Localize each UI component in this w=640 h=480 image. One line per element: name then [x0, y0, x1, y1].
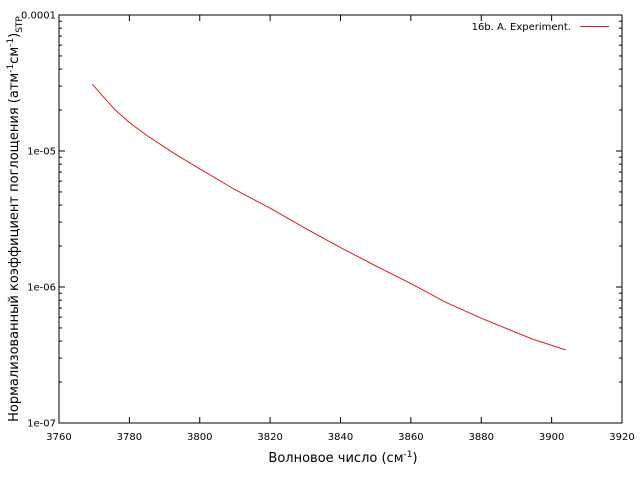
x-tick-label: 3920 [609, 432, 634, 443]
x-tick-label: 3860 [398, 432, 423, 443]
y-axis-title-superscript-2: -1 [6, 38, 16, 47]
series-line [92, 83, 566, 351]
x-tick-label: 3760 [46, 432, 71, 443]
y-axis-title-subscript: STP [15, 16, 25, 33]
y-axis-title: Нормализованный коэффициент поглощения (… [6, 16, 25, 422]
tick-labels-layer: 3760 3780 3800 3820 3840 3860 3880 3900 3920 1e-0… [21, 11, 635, 444]
plot-frame [58, 14, 623, 424]
legend-label: 16b. A. Experiment. [472, 22, 571, 33]
x-axis-title: Волновое число (см-1) [268, 450, 417, 466]
x-tick-label: 3800 [187, 432, 212, 443]
x-tick-label: 3900 [539, 432, 564, 443]
y-axis-title-superscript-1: -1 [6, 64, 16, 73]
y-tick-label: 1e-07 [27, 419, 56, 430]
x-tick-label: 3820 [257, 432, 282, 443]
series-layer [92, 83, 566, 351]
x-axis-title-superscript: -1 [404, 450, 413, 460]
legend: 16b. A. Experiment. [472, 22, 609, 33]
y-tick-label: 0.0001 [21, 11, 56, 22]
x-tick-label: 3840 [328, 432, 353, 443]
y-tick-label: 1e-06 [27, 283, 56, 294]
x-tick-label: 3780 [117, 432, 142, 443]
x-tick-label: 3880 [469, 432, 494, 443]
y-tick-label: 1e-05 [27, 147, 56, 158]
